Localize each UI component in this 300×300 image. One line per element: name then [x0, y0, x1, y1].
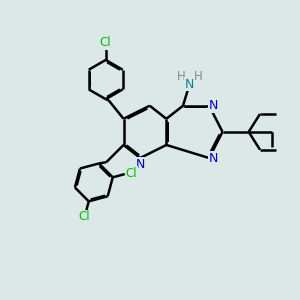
Text: Cl: Cl: [99, 36, 111, 49]
Text: N: N: [185, 78, 194, 91]
Text: H: H: [177, 70, 186, 83]
Text: N: N: [136, 158, 145, 171]
Text: N: N: [208, 99, 218, 112]
Text: H: H: [194, 70, 202, 83]
Text: Cl: Cl: [78, 210, 90, 223]
Text: N: N: [208, 152, 218, 164]
Text: Cl: Cl: [125, 167, 137, 180]
